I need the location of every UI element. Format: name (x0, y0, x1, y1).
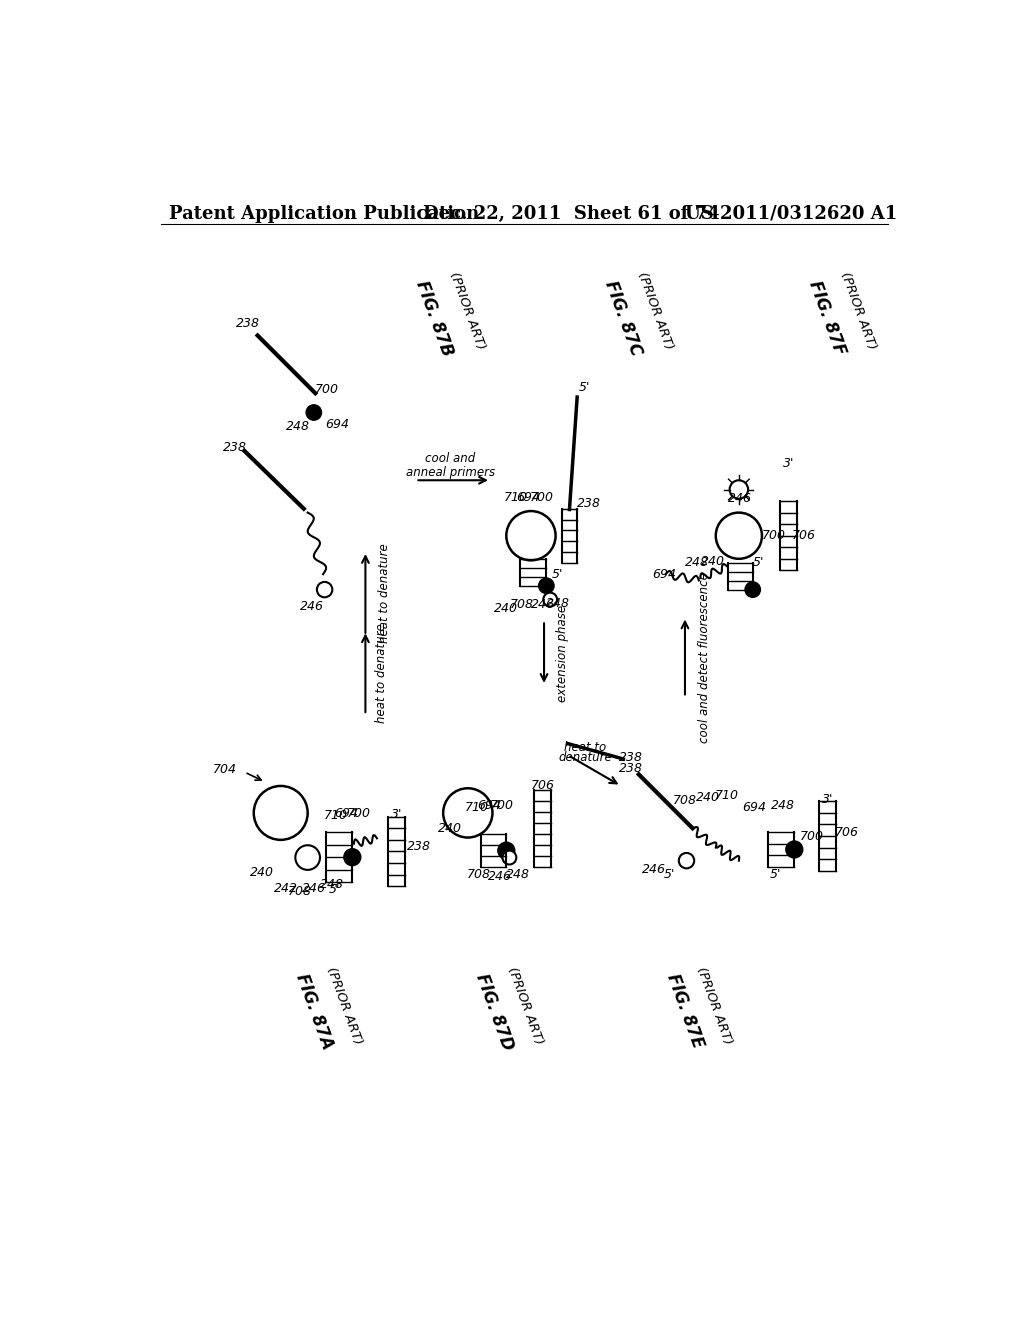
Text: 708: 708 (673, 795, 697, 807)
Text: (PRIOR ART): (PRIOR ART) (446, 271, 487, 351)
Circle shape (785, 841, 803, 858)
Text: 238: 238 (577, 496, 601, 510)
Text: 5': 5' (552, 568, 563, 581)
Text: 240: 240 (438, 822, 462, 834)
Circle shape (539, 578, 554, 594)
Text: heat to denature: heat to denature (376, 623, 388, 722)
Text: 240: 240 (250, 866, 273, 879)
Text: 238: 238 (222, 441, 247, 454)
Text: 700: 700 (762, 529, 785, 543)
Circle shape (498, 842, 515, 859)
Circle shape (306, 405, 322, 420)
Text: 248: 248 (321, 878, 344, 891)
Text: 246: 246 (488, 870, 512, 883)
Text: 708: 708 (467, 869, 490, 880)
Text: 242: 242 (274, 882, 298, 895)
Text: (PRIOR ART): (PRIOR ART) (694, 965, 734, 1047)
Text: 5': 5' (754, 556, 765, 569)
Text: 710: 710 (465, 801, 489, 814)
Text: 5': 5' (329, 883, 340, 896)
Text: 700: 700 (346, 807, 371, 820)
Text: 240: 240 (495, 602, 518, 615)
Text: anneal primers: anneal primers (406, 466, 495, 479)
Text: 694: 694 (516, 491, 540, 504)
Text: Dec. 22, 2011  Sheet 61 of 74: Dec. 22, 2011 Sheet 61 of 74 (423, 205, 720, 223)
Text: (PRIOR ART): (PRIOR ART) (838, 271, 879, 351)
Text: 5': 5' (664, 869, 675, 880)
Text: 710: 710 (324, 809, 347, 822)
Text: FIG. 87D: FIG. 87D (472, 970, 516, 1052)
Text: 5': 5' (770, 869, 781, 880)
Text: cool and detect fluorescence: cool and detect fluorescence (698, 572, 711, 743)
Circle shape (544, 593, 557, 607)
Text: 700: 700 (529, 491, 554, 504)
Text: FIG. 87A: FIG. 87A (292, 970, 336, 1052)
Circle shape (730, 480, 749, 499)
Text: 704: 704 (213, 763, 237, 776)
Text: 238: 238 (408, 840, 431, 853)
Circle shape (316, 582, 333, 598)
Text: 5': 5' (580, 381, 591, 395)
Circle shape (745, 582, 761, 598)
Text: 246: 246 (299, 601, 324, 612)
Text: 694: 694 (742, 801, 766, 814)
Text: denature: denature (558, 751, 611, 764)
Text: US 2011/0312620 A1: US 2011/0312620 A1 (685, 205, 897, 223)
Text: 240: 240 (701, 554, 725, 568)
Text: 246: 246 (530, 598, 555, 611)
Text: 710: 710 (716, 789, 739, 803)
Text: 694: 694 (334, 807, 358, 820)
Text: 700: 700 (315, 383, 339, 396)
Text: 700: 700 (800, 829, 824, 842)
Text: 248: 248 (506, 869, 529, 880)
Text: FIG. 87F: FIG. 87F (806, 277, 849, 358)
Text: 694: 694 (325, 418, 349, 432)
Text: 238: 238 (236, 317, 260, 330)
Text: 3': 3' (821, 792, 834, 805)
Text: 246: 246 (642, 863, 667, 876)
Text: heat to denature: heat to denature (379, 544, 391, 643)
Text: 706: 706 (835, 825, 859, 838)
Text: 248: 248 (685, 556, 710, 569)
Text: 710: 710 (504, 491, 527, 504)
Text: cool and: cool and (425, 453, 475, 465)
Text: 3': 3' (783, 457, 795, 470)
Circle shape (679, 853, 694, 869)
Text: 248: 248 (771, 800, 795, 813)
Text: FIG. 87B: FIG. 87B (413, 277, 457, 358)
Text: FIG. 87E: FIG. 87E (664, 970, 707, 1051)
Text: 246: 246 (302, 882, 326, 895)
Text: 708: 708 (288, 884, 312, 898)
Text: heat to: heat to (564, 741, 606, 754)
Text: 248: 248 (287, 420, 310, 433)
Text: 706: 706 (530, 779, 555, 792)
Text: 248: 248 (546, 597, 570, 610)
Text: Patent Application Publication: Patent Application Publication (169, 205, 479, 223)
Text: FIG. 87C: FIG. 87C (601, 277, 645, 358)
Text: 706: 706 (793, 529, 816, 543)
Text: 246: 246 (728, 492, 753, 506)
Circle shape (503, 850, 516, 865)
Text: 238: 238 (620, 751, 643, 764)
Text: 694: 694 (477, 800, 502, 813)
Text: 238: 238 (620, 762, 643, 775)
Text: 700: 700 (489, 800, 514, 813)
Text: 708: 708 (510, 598, 534, 611)
Text: (PRIOR ART): (PRIOR ART) (325, 965, 365, 1047)
Text: (PRIOR ART): (PRIOR ART) (636, 271, 676, 351)
Text: extension phase: extension phase (556, 605, 569, 702)
Text: (PRIOR ART): (PRIOR ART) (505, 965, 545, 1047)
Text: 3': 3' (390, 808, 401, 821)
Circle shape (344, 849, 360, 866)
Text: 694: 694 (652, 568, 676, 581)
Text: 240: 240 (696, 791, 720, 804)
